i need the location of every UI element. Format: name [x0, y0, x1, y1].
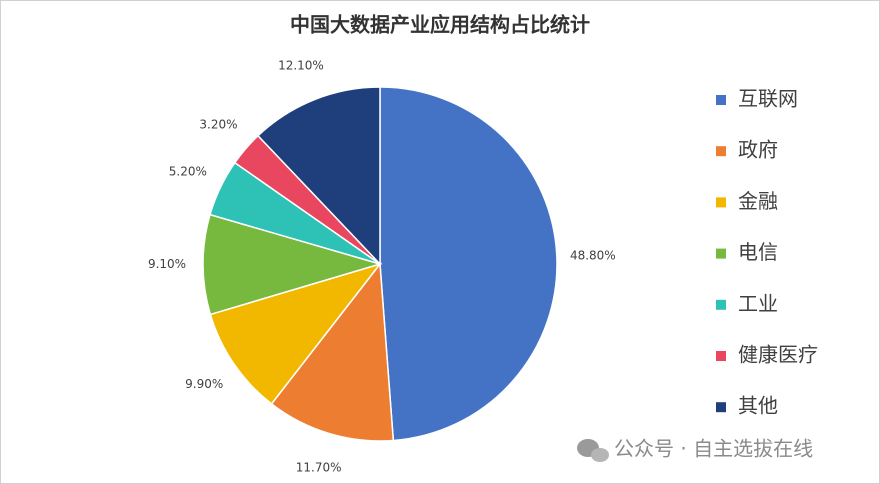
- pie-slice: [202, 213, 383, 316]
- legend-label: 健康医疗: [738, 343, 818, 367]
- legend-swatch: [716, 351, 726, 361]
- watermark-icon: [577, 439, 609, 462]
- legend-label: 政府: [738, 138, 778, 162]
- legend-swatch: [716, 146, 726, 157]
- legend-swatch: [716, 197, 726, 208]
- pie-slice: [270, 262, 395, 442]
- legend-label: 金融: [738, 189, 778, 213]
- data-label: 5.20%: [169, 165, 207, 179]
- watermark: 公众号 · 自主选拔在线: [614, 437, 813, 461]
- pie-slice: [256, 86, 381, 266]
- legend-label: 电信: [738, 240, 778, 264]
- legend-swatch: [716, 248, 726, 259]
- legend-label: 其他: [738, 394, 778, 418]
- data-label: 48.80%: [570, 248, 616, 262]
- data-label: 12.10%: [278, 59, 324, 73]
- legend-label: 工业: [738, 291, 778, 315]
- data-label: 9.10%: [148, 257, 186, 271]
- legend-swatch: [716, 95, 726, 105]
- data-label: 3.20%: [199, 118, 237, 132]
- pie-slice: [209, 262, 383, 405]
- chart-title: 中国大数据产业应用结构占比统计: [290, 13, 590, 37]
- data-label: 9.90%: [185, 377, 223, 391]
- pie-slice: [379, 86, 558, 442]
- legend-swatch: [716, 402, 726, 413]
- legend-label: 互联网: [738, 87, 798, 111]
- data-label: 11.70%: [296, 460, 342, 474]
- legend-swatch: [716, 299, 726, 310]
